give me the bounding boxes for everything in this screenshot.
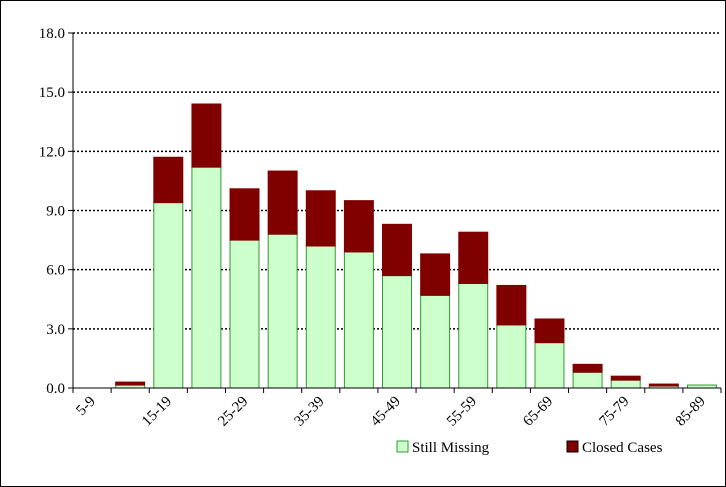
bar: [267, 170, 298, 235]
legend-label: Closed Cases: [582, 440, 663, 456]
bar: [458, 231, 489, 284]
bar: [534, 342, 565, 389]
bar: [153, 202, 184, 389]
bar: [305, 190, 336, 247]
bar: [420, 253, 451, 296]
y-tick-label: 18.0: [39, 26, 65, 42]
legend-swatch: [566, 440, 579, 453]
y-tick-label: 9.0: [46, 204, 65, 220]
bar: [496, 284, 527, 326]
bar: [572, 371, 603, 389]
y-tick-label: 12.0: [39, 144, 65, 160]
bar: [115, 381, 146, 386]
y-tick-label: 0.0: [46, 381, 65, 397]
legend-label: Still Missing: [412, 440, 490, 456]
y-tick-label: 15.0: [39, 85, 65, 101]
legend-swatch: [396, 440, 409, 453]
bar: [610, 375, 641, 381]
bar: [229, 188, 260, 241]
bar: [343, 251, 374, 389]
bar: [191, 103, 222, 168]
bar: [572, 363, 603, 373]
bar: [191, 166, 222, 389]
bar: [610, 379, 641, 389]
bar: [229, 239, 260, 389]
y-tick-label: 6.0: [46, 263, 65, 279]
y-tick-label: 3.0: [46, 322, 65, 338]
bar: [382, 223, 412, 277]
bar: [496, 324, 527, 389]
bar: [420, 294, 451, 389]
bar: [534, 318, 565, 344]
bar: [382, 275, 412, 389]
bar: [153, 156, 184, 204]
bar: [648, 383, 679, 387]
bar: [267, 233, 298, 389]
bar: [305, 245, 336, 389]
bar: [343, 200, 374, 253]
bar: [458, 282, 489, 389]
